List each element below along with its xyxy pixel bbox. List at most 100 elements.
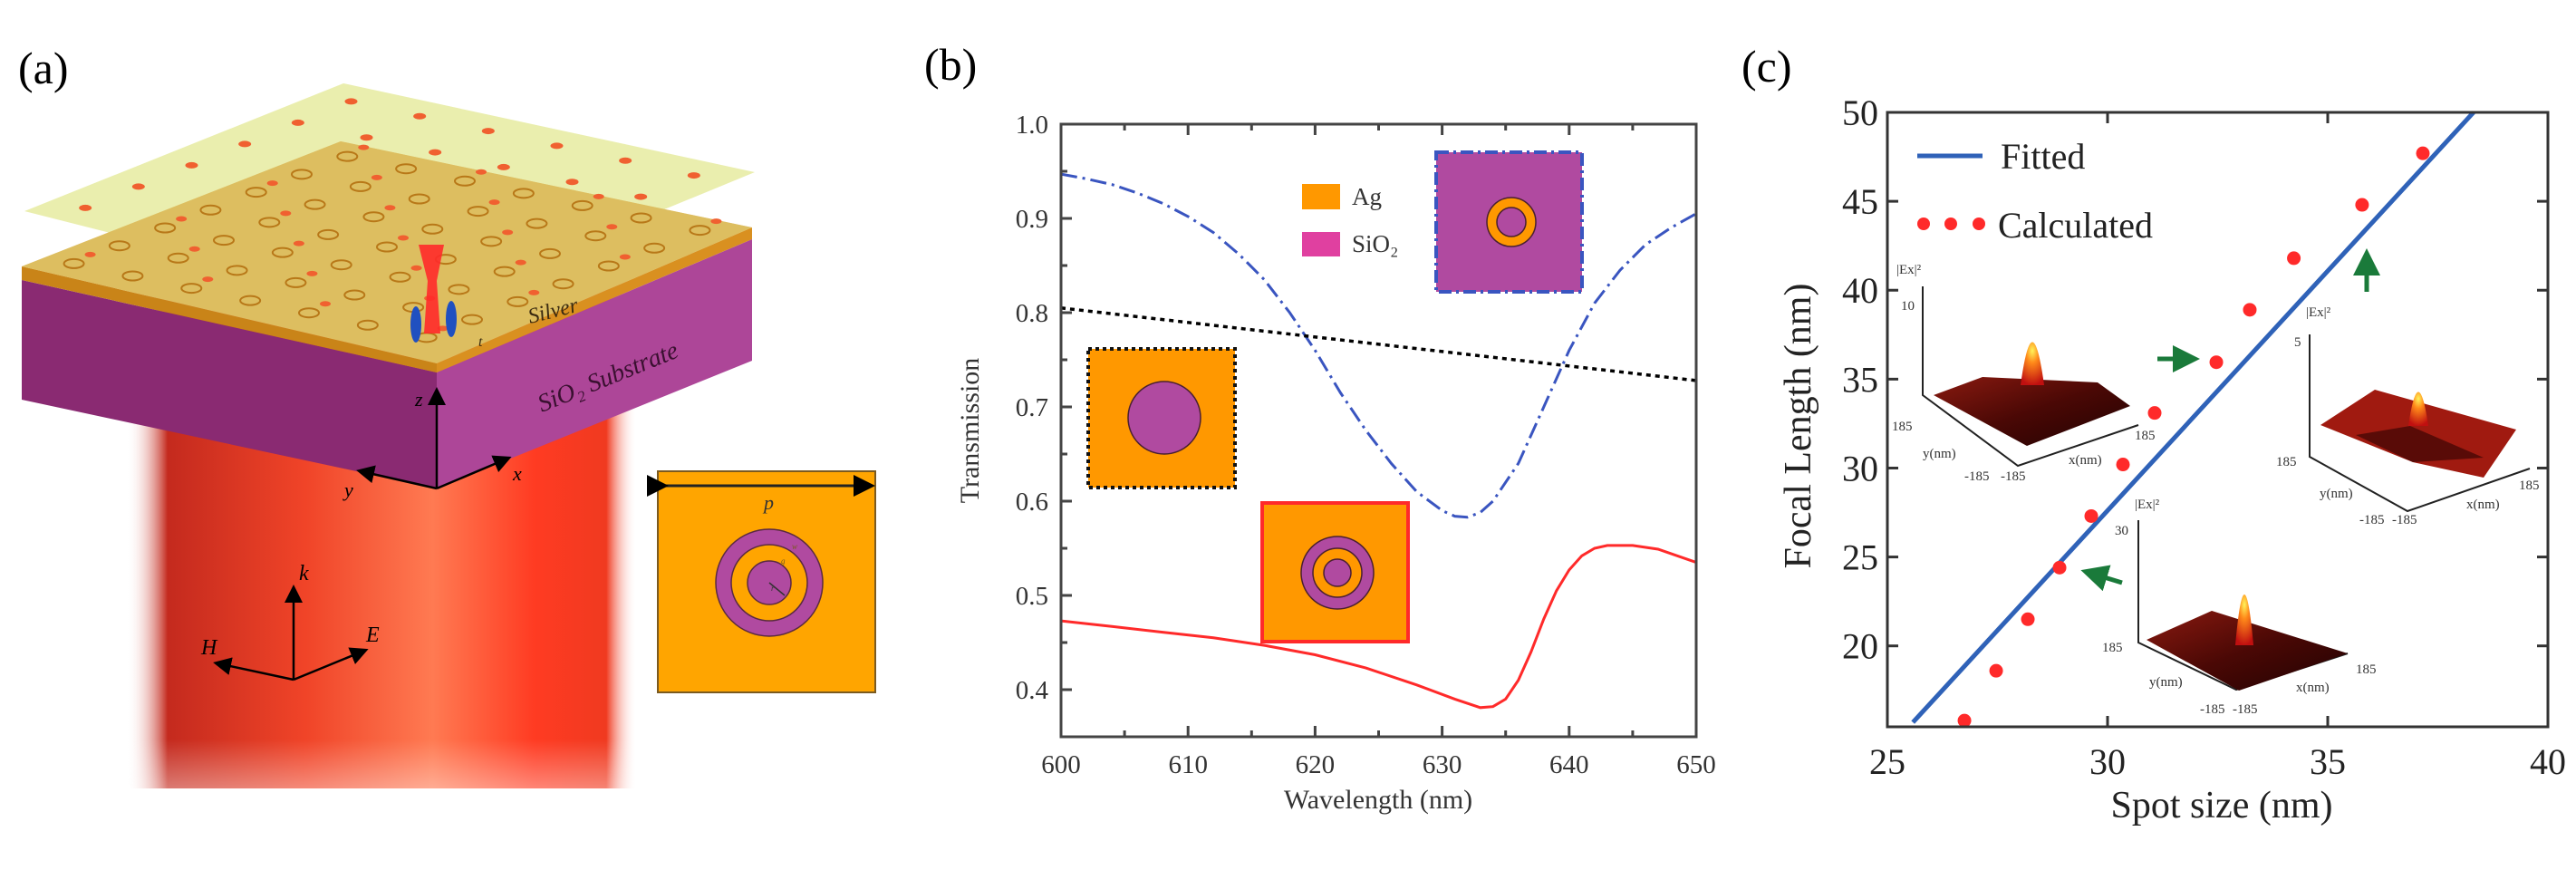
- focus-dot: [410, 265, 422, 271]
- calculated-point: [2416, 146, 2430, 160]
- y-axis-title-b: Transmission: [955, 358, 985, 504]
- surface-shadow: [2356, 426, 2484, 462]
- inset-hole: [1127, 381, 1201, 455]
- focus-dot: [515, 259, 526, 266]
- calculated-point: [1989, 663, 2003, 678]
- nanoring: [689, 225, 711, 237]
- nanoring: [330, 259, 352, 271]
- x-tick-label: 650: [1676, 750, 1716, 779]
- focus-dot: [371, 174, 382, 180]
- nanoring: [343, 289, 366, 301]
- nanoring: [258, 217, 281, 228]
- focus-dot: [481, 128, 495, 135]
- nanoring: [584, 230, 607, 242]
- focal-spot: [410, 245, 457, 343]
- series-line-2: [1060, 544, 1697, 710]
- nanoring: [507, 295, 529, 307]
- calculated-point: [2209, 355, 2224, 370]
- nanoring: [389, 271, 411, 283]
- calculated-point: [2147, 406, 2162, 420]
- nanoring-array: [63, 144, 722, 343]
- nanoring: [454, 175, 476, 187]
- y-max: 185: [2102, 641, 2123, 655]
- legend-swatch-ag: [1302, 184, 1340, 209]
- x-axis-arrow: [436, 455, 512, 490]
- nanoring: [304, 198, 326, 210]
- nanoring: [493, 266, 516, 277]
- plot-frame-c: [1886, 111, 2550, 729]
- calculated-point: [2052, 560, 2067, 575]
- y-max: 185: [1892, 420, 1913, 434]
- x-tick-label: 610: [1168, 750, 1208, 779]
- legend-swatch-sio2: [1302, 232, 1340, 256]
- z-max: 5: [2294, 335, 2301, 350]
- nanoring: [108, 240, 130, 252]
- y-axis-label: y(nm): [2149, 675, 2183, 690]
- y-tick-label: 0.7: [1016, 393, 1048, 422]
- nanoring: [448, 284, 470, 295]
- focus-dot: [437, 325, 449, 332]
- z-label: |Ex|²: [2135, 498, 2160, 512]
- focus-dot: [131, 183, 145, 190]
- calculated-point: [2355, 198, 2369, 212]
- inset-surface-2: |Ex|² 5 185 y(nm) -185 -185 x(nm) 185: [2276, 305, 2540, 527]
- surface: [2147, 611, 2348, 691]
- focus-dot: [293, 240, 304, 246]
- y-tick-label: 25: [1842, 537, 1878, 578]
- panel-a-label: (a): [18, 43, 69, 93]
- period-label: p: [762, 491, 774, 514]
- panel-c: (c) |Ex|² 10 185 y(nm) -185 -185 x(nm) 1…: [1741, 41, 2566, 826]
- radius-line: [768, 582, 786, 596]
- r-label: r: [771, 584, 775, 593]
- surface-peak: [2021, 342, 2044, 385]
- focus-dot: [476, 169, 487, 175]
- green-arrow-left: [2080, 565, 2123, 592]
- surface-peak: [2408, 392, 2428, 426]
- focus-dot: [176, 216, 188, 222]
- inset-coax-in-ag: [1260, 501, 1410, 643]
- y-tick-label: 0.9: [1016, 205, 1048, 234]
- legend-label-calculated: Calculated: [1998, 205, 2153, 246]
- surface-peak: [2235, 594, 2253, 645]
- inset-surface-3: |Ex|² 30 185 y(nm) -185 -185 x(nm) 185: [2102, 498, 2377, 717]
- nanoring: [239, 295, 262, 306]
- nanoring: [154, 222, 177, 234]
- nanoring: [467, 206, 489, 218]
- focus-dot: [291, 119, 304, 126]
- y-axis-label: y(nm): [1923, 447, 1956, 461]
- nanoring: [167, 252, 189, 264]
- y-axis-label: y(nm): [2320, 487, 2353, 501]
- focus-dot: [185, 161, 198, 169]
- focus-dot: [710, 218, 722, 225]
- fitted-line: [1911, 111, 2475, 724]
- nanoring: [552, 278, 574, 290]
- nanoring: [63, 257, 85, 269]
- inset-core: [1323, 558, 1352, 587]
- y-tick-label: 50: [1842, 92, 1878, 133]
- y-tick-label: 45: [1842, 181, 1878, 222]
- nanoring: [571, 199, 593, 211]
- calculated-point: [2287, 251, 2301, 266]
- y-tick-label: 35: [1842, 359, 1878, 400]
- y-tick-label: 20: [1842, 626, 1878, 667]
- substrate-left-face: [22, 280, 437, 488]
- nanoring: [349, 180, 371, 192]
- x-max: 185: [2356, 662, 2377, 677]
- legend-dot: [1973, 218, 1985, 230]
- focus-dot: [619, 254, 631, 260]
- nanoring: [421, 223, 444, 235]
- nanoring: [630, 212, 652, 224]
- x-tick-label: 40: [2530, 741, 2566, 782]
- side-lobe-left: [410, 306, 421, 343]
- y-tick-label: 0.6: [1016, 488, 1048, 517]
- calculated-point: [2021, 612, 2035, 626]
- e-label: E: [365, 624, 380, 647]
- focus-dot: [344, 98, 358, 105]
- nanoring: [480, 236, 503, 247]
- y-tick-label: 1.0: [1016, 111, 1048, 140]
- focal-length-series: [1911, 111, 2475, 728]
- axis-z-label: z: [414, 388, 423, 411]
- y-min: -185: [1964, 469, 1990, 484]
- inset-axes: [2309, 334, 2531, 513]
- thickness-label: t: [478, 334, 483, 350]
